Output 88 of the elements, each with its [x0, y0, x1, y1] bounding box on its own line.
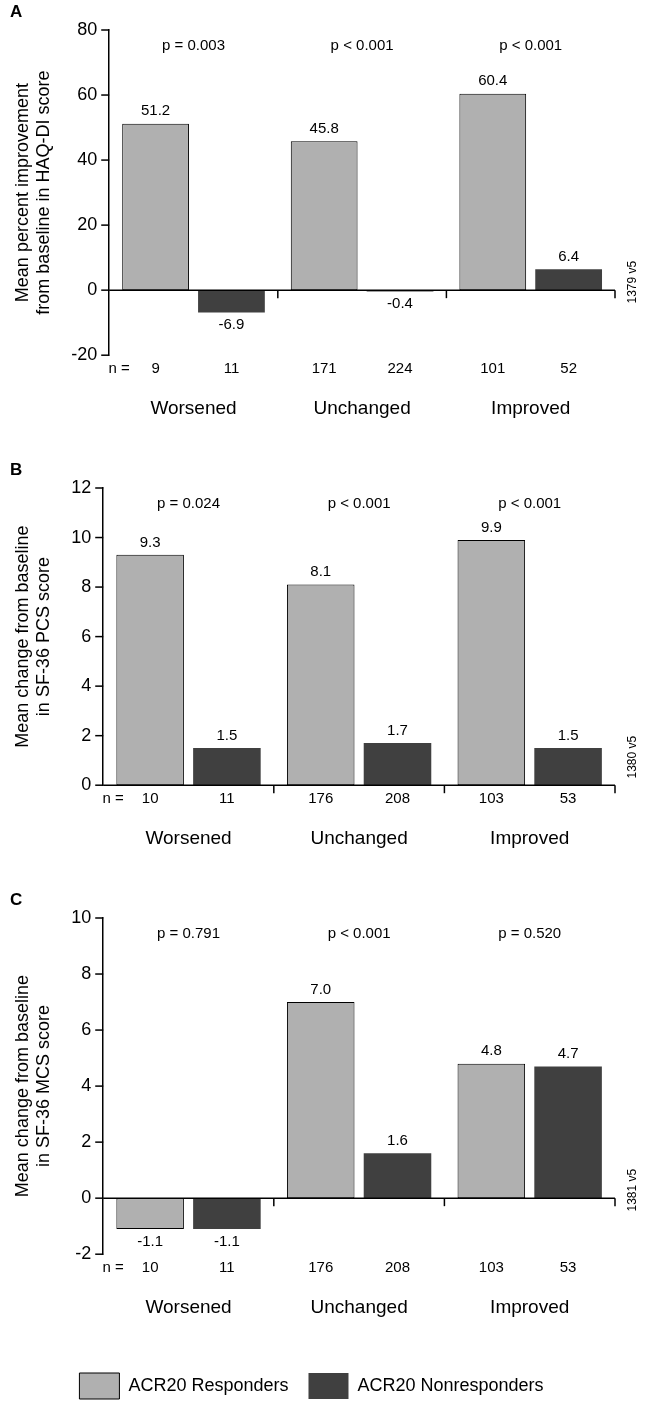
annotation: p = 0.024 — [157, 494, 221, 512]
x-tick-label: Worsened — [150, 396, 237, 418]
legend-label: ACR20 Nonresponders — [357, 1374, 544, 1395]
y-tick-label: 2 — [81, 1131, 92, 1152]
text: 52 — [560, 359, 577, 377]
x-tick-label: Worsened — [145, 1295, 232, 1317]
data-label: 9.3 — [139, 532, 161, 550]
x-tick-label: Unchanged — [310, 826, 408, 848]
annotation: p = 0.520 — [498, 924, 562, 942]
data-label: -6.9 — [218, 315, 245, 333]
data-label: 1.5 — [557, 725, 579, 743]
text: 9 — [151, 359, 160, 377]
text: 103 — [478, 789, 504, 807]
data-label: -1.1 — [213, 1231, 240, 1249]
legend-label: ACR20 Responders — [128, 1374, 289, 1395]
x-tick-label: Unchanged — [310, 1295, 408, 1317]
text: 208 — [384, 1258, 411, 1276]
y-tick-label: 0 — [87, 279, 98, 300]
text: 224 — [387, 359, 413, 377]
y-axis-title: Mean percent improvement from baseline in HAQ-DI score — [11, 70, 54, 315]
text: n = — [108, 359, 131, 377]
y-tick-label: 8 — [81, 963, 92, 983]
y-tick-label: 4 — [81, 675, 92, 696]
text: A — [10, 1, 23, 21]
text: 10 — [141, 1258, 159, 1276]
text: 1380 v5 — [625, 735, 640, 779]
y-tick-label: 10 — [71, 906, 92, 927]
data-label: 45.8 — [309, 118, 339, 136]
y-tick-label: 4 — [81, 1075, 92, 1096]
y-tick-label: 12 — [71, 476, 92, 497]
x-tick-label: Worsened — [145, 826, 232, 848]
y-axis-title: Mean change from baseline in SF-36 MCS score — [11, 975, 54, 1198]
text: 101 — [480, 359, 506, 377]
annotation: p < 0.001 — [499, 36, 563, 54]
data-label: 51.2 — [140, 101, 171, 119]
text: 10 — [141, 789, 159, 807]
annotation: p < 0.001 — [498, 494, 562, 512]
data-label: 60.4 — [478, 71, 508, 89]
data-label: 9.9 — [480, 517, 502, 535]
text: n = — [102, 1258, 125, 1276]
data-label: 1.5 — [216, 725, 238, 743]
y-tick-label: 0 — [81, 774, 92, 795]
y-tick-label: 20 — [77, 214, 98, 235]
text: 11 — [219, 1258, 235, 1276]
data-label: 4.7 — [557, 1044, 579, 1062]
data-label: 7.0 — [310, 979, 332, 997]
data-label: 4.8 — [480, 1041, 502, 1059]
y-tick-label: 0 — [81, 1187, 92, 1208]
data-label: -1.1 — [137, 1231, 164, 1249]
data-label: 8.1 — [310, 562, 332, 580]
y-tick-label: -20 — [71, 344, 98, 365]
y-tick-label: 2 — [81, 724, 92, 745]
data-label: 6.4 — [558, 246, 580, 264]
x-tick-label: Improved — [490, 1295, 570, 1317]
text: 171 — [311, 359, 337, 377]
annotation: p = 0.003 — [162, 36, 226, 54]
data-label: -0.4 — [387, 294, 413, 312]
text: n = — [102, 789, 125, 807]
y-tick-label: 40 — [77, 149, 98, 170]
data-label: 1.6 — [387, 1130, 408, 1148]
y-tick-label: 60 — [77, 84, 98, 105]
text: 176 — [308, 789, 334, 807]
y-axis-title: Mean change from baseline in SF-36 PCS score — [11, 525, 54, 748]
annotation: p < 0.001 — [330, 36, 394, 54]
text: 53 — [559, 789, 577, 807]
y-tick-label: -2 — [75, 1243, 92, 1264]
text: C — [10, 889, 23, 909]
y-tick-label: 10 — [71, 526, 92, 547]
text: 1379 v5 — [625, 260, 640, 304]
text: 1381 v5 — [625, 1168, 640, 1212]
y-tick-label: 80 — [77, 18, 98, 39]
text: B — [10, 459, 23, 479]
annotation: p = 0.791 — [157, 924, 221, 942]
annotation: p < 0.001 — [327, 494, 391, 512]
text: 176 — [308, 1258, 334, 1276]
y-tick-label: 6 — [81, 1019, 92, 1040]
y-tick-label: 6 — [81, 625, 92, 646]
x-tick-label: Improved — [490, 826, 570, 848]
y-tick-label: 8 — [81, 576, 92, 597]
text: 11 — [219, 789, 235, 807]
text: 11 — [223, 359, 240, 377]
text: 208 — [384, 789, 411, 807]
annotation: p < 0.001 — [327, 924, 391, 942]
text: 103 — [478, 1258, 504, 1276]
text: 53 — [559, 1258, 577, 1276]
data-label: 1.7 — [387, 720, 408, 738]
x-tick-label: Improved — [491, 396, 571, 418]
x-tick-label: Unchanged — [313, 396, 411, 418]
